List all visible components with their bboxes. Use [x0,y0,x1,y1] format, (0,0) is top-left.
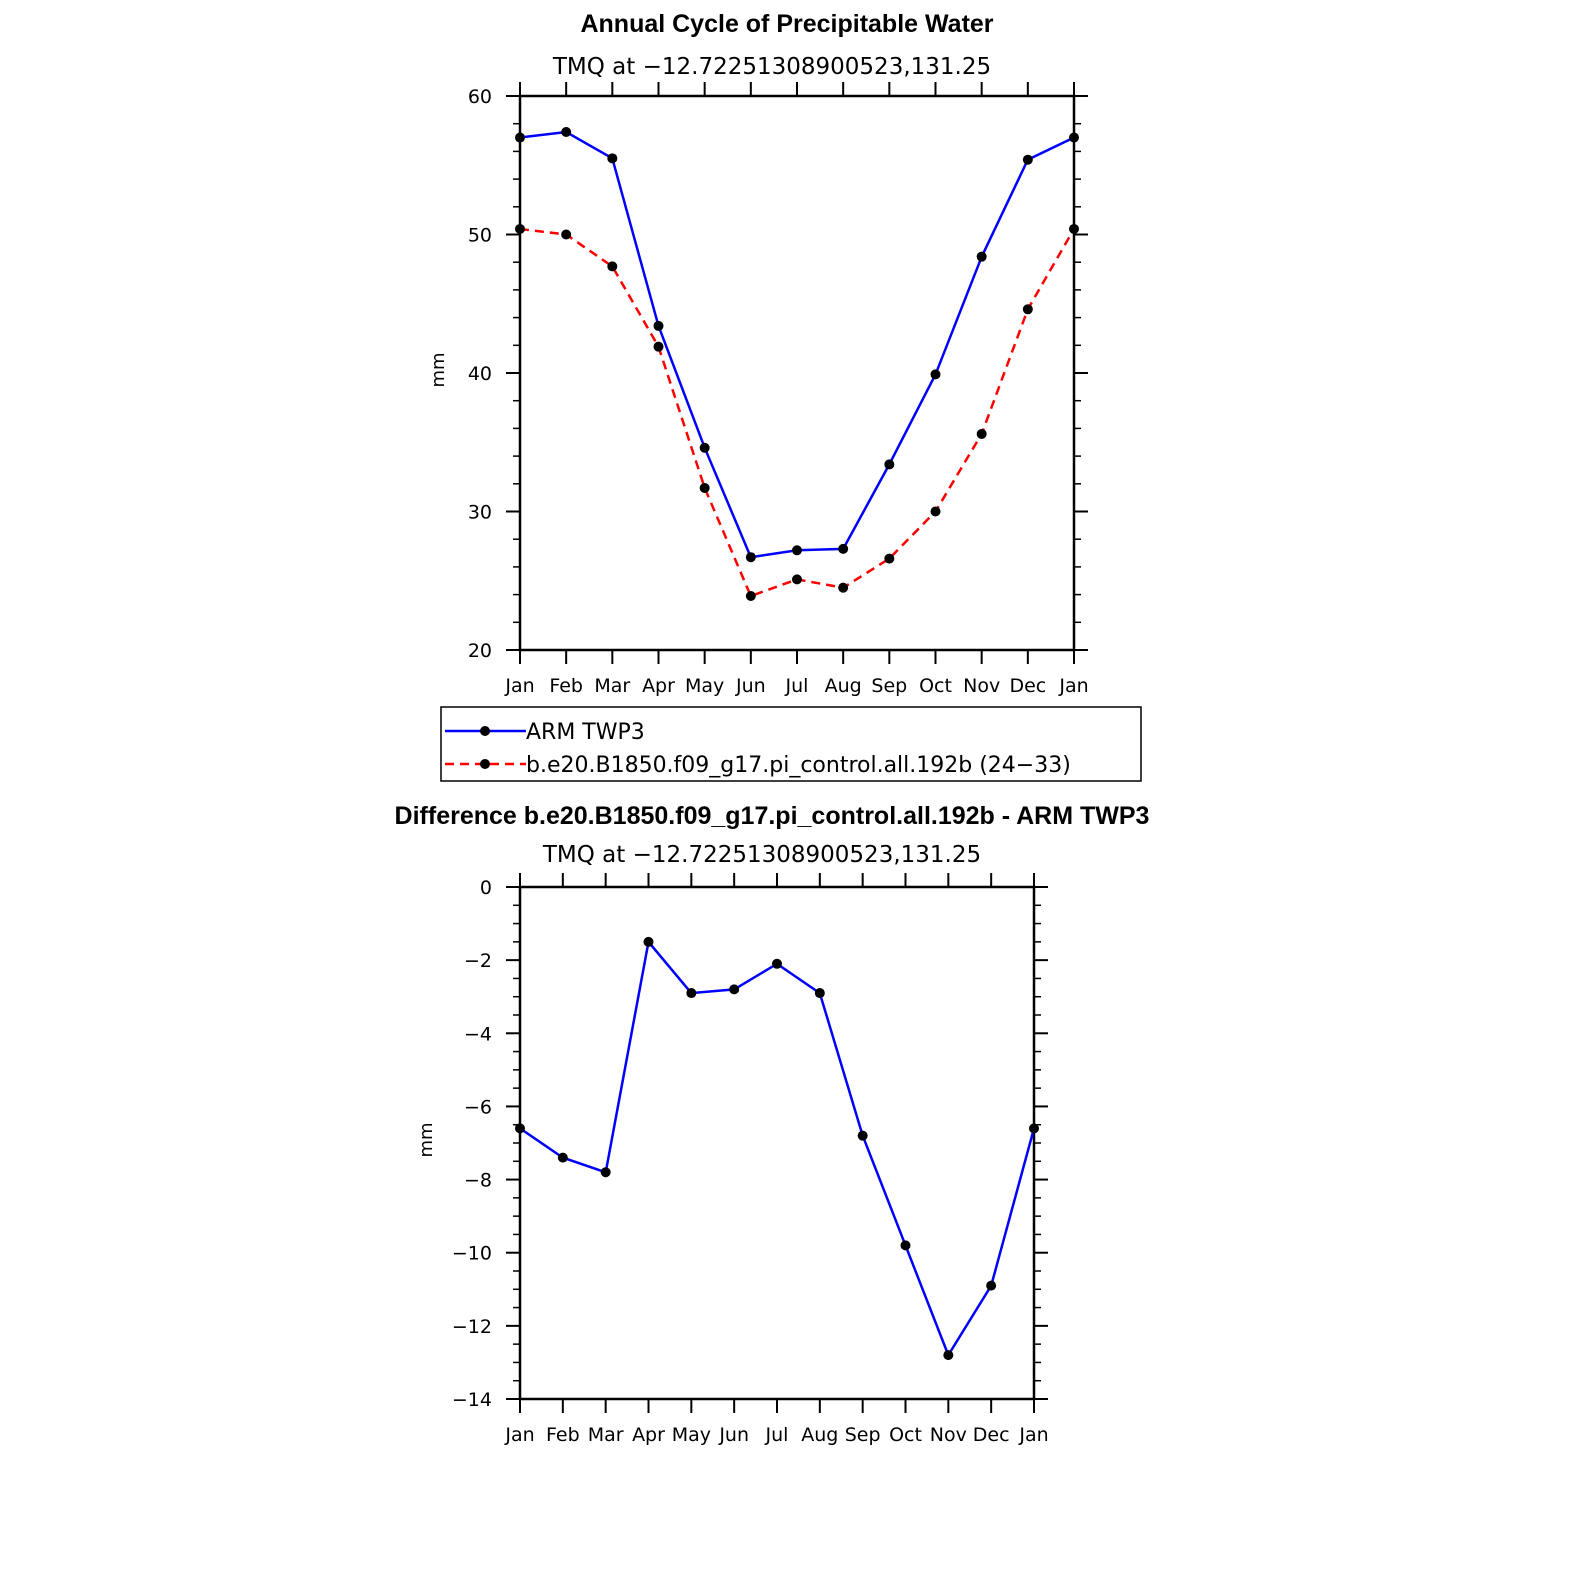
x-tick-label: Jan [504,675,534,697]
x-tick-label: May [685,675,724,697]
data-point [653,341,664,352]
x-tick-label: Dec [1009,675,1046,697]
x-tick-label: Apr [632,1424,665,1446]
x-tick-label: Feb [549,675,583,697]
y-tick-label: −2 [464,950,492,972]
data-point [745,552,756,563]
data-point [930,369,941,380]
series-line-0 [519,939,1036,1358]
x-tick-label: Sep [845,1424,881,1446]
chart-subtitle: TMQ at −12.72251308900523,131.25 [542,842,981,868]
legend-entry-arm: ARM TWP3 [526,720,645,745]
data-point [814,988,825,999]
data-point [699,482,710,493]
chart-title: Difference b.e20.B1850.f09_g17.pi_contro… [395,802,1150,830]
data-point [1022,154,1033,165]
annual-cycle-chart: Annual Cycle of Precipitable Water TMQ a… [428,10,1089,697]
x-tick-label: Aug [825,675,862,697]
x-tick-label: Jun [735,675,766,697]
data-point [686,988,697,999]
data-point [607,153,618,164]
chart-subtitle: TMQ at −12.72251308900523,131.25 [552,54,991,80]
data-point [1069,223,1079,234]
data-point [561,127,572,138]
y-tick-label: 40 [468,363,492,385]
data-point [857,1130,868,1141]
data-point [986,1280,997,1291]
data-point [838,582,849,593]
data-point [1022,304,1033,315]
data-point [515,132,525,143]
legend-marker-arm [480,726,490,736]
y-tick-label: 0 [480,877,492,899]
x-tick-label: Mar [588,1424,624,1446]
x-tick-label: Nov [930,1424,967,1446]
data-point [653,320,664,331]
y-tick-label: 60 [468,86,492,108]
x-tick-label: Sep [871,675,907,697]
y-tick-label: 20 [468,640,492,662]
data-point [838,543,849,554]
difference-chart: Difference b.e20.B1850.f09_g17.pi_contro… [395,802,1150,1446]
x-tick-label: Apr [642,675,675,697]
data-point [643,936,654,947]
y-tick-label: −4 [464,1023,492,1045]
data-point [729,984,740,995]
y-tick-label: −6 [464,1096,492,1118]
data-point [607,261,618,272]
y-tick-label: 30 [468,502,492,524]
data-point [976,251,987,262]
data-point [976,428,987,439]
x-tick-label: Oct [889,1424,922,1446]
data-point [792,545,802,556]
x-tick-label: Nov [963,675,1000,697]
x-tick-label: Jul [785,675,809,697]
data-point [745,590,756,601]
data-point [515,1123,525,1134]
data-point [515,223,525,234]
data-point [772,958,782,969]
x-tick-label: Jun [718,1424,749,1446]
y-tick-label: −10 [452,1243,492,1265]
legend-box [440,706,1142,782]
x-tick-label: Oct [919,675,952,697]
data-point [1029,1123,1039,1134]
y-axis-label: mm [416,1122,437,1157]
series-line-1 [519,227,1076,598]
data-point [792,574,802,585]
series-line-0 [519,130,1075,559]
data-point [699,442,710,453]
x-tick-label: Jan [504,1424,534,1446]
y-tick-label: −12 [452,1316,492,1338]
legend-entry-model: b.e20.B1850.f09_g17.pi_control.all.192b … [526,753,1071,778]
x-tick-label: Jan [1018,1424,1048,1446]
y-tick-label: −14 [452,1389,492,1411]
data-point [557,1152,568,1163]
data-point [561,229,572,240]
data-point [884,553,895,564]
x-tick-label: Jan [1058,675,1088,697]
x-tick-label: Aug [801,1424,838,1446]
y-tick-label: 50 [468,225,492,247]
data-point [600,1167,611,1178]
x-tick-label: Feb [546,1424,580,1446]
plot-frame [518,94,1076,652]
x-tick-label: Jul [765,1424,789,1446]
data-point [930,506,941,517]
data-point [900,1240,911,1251]
data-point [1069,132,1079,143]
x-tick-label: Dec [973,1424,1010,1446]
y-tick-label: −8 [464,1170,492,1192]
data-point [943,1350,954,1361]
y-axis-label: mm [428,352,449,387]
x-tick-label: Mar [594,675,630,697]
legend-marker-model [480,759,490,769]
chart-title: Annual Cycle of Precipitable Water [580,10,993,38]
legend: ARM TWP3 b.e20.B1850.f09_g17.pi_control.… [440,706,1142,782]
x-tick-label: May [672,1424,711,1446]
data-point [884,459,895,470]
